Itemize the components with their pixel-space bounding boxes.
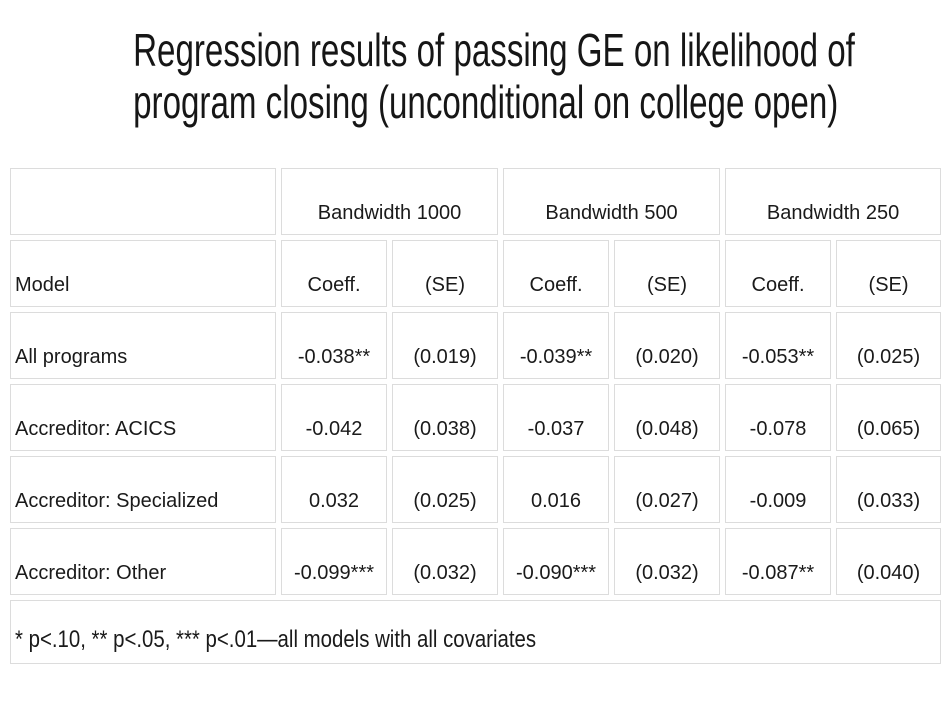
table-row-all-programs: All programs -0.038** (0.019) -0.039** (… [10, 312, 942, 379]
coeff-cell: -0.087** [725, 528, 832, 595]
coeff-cell: -0.078 [725, 384, 832, 451]
table-row-accreditor-other: Accreditor: Other -0.099*** (0.032) -0.0… [10, 528, 942, 595]
coeff-cell: -0.042 [281, 384, 387, 451]
se-cell: (0.032) [614, 528, 721, 595]
footnote-row: * p<.10, ** p<.05, *** p<.01—all models … [10, 600, 942, 664]
column-header-model: Model [10, 240, 276, 307]
row-label: All programs [10, 312, 276, 379]
column-header-coeff: Coeff. [503, 240, 610, 307]
regression-table: Bandwidth 1000 Bandwidth 500 Bandwidth 2… [5, 163, 946, 669]
coeff-cell: -0.099*** [281, 528, 387, 595]
empty-corner-cell [10, 168, 276, 235]
se-cell: (0.019) [392, 312, 499, 379]
column-header-se: (SE) [614, 240, 721, 307]
se-cell: (0.065) [836, 384, 942, 451]
coeff-cell: -0.053** [725, 312, 832, 379]
slide-title-line1: Regression results of passing GE on like… [133, 24, 855, 76]
column-header-row: Model Coeff. (SE) Coeff. (SE) Coeff. (SE… [10, 240, 942, 307]
bandwidth-header-row: Bandwidth 1000 Bandwidth 500 Bandwidth 2… [10, 168, 942, 235]
significance-footnote: * p<.10, ** p<.05, *** p<.01—all models … [15, 626, 537, 653]
se-cell: (0.040) [836, 528, 942, 595]
coeff-cell: -0.009 [725, 456, 832, 523]
row-label: Accreditor: Other [10, 528, 276, 595]
table-row-accreditor-specialized: Accreditor: Specialized 0.032 (0.025) 0.… [10, 456, 942, 523]
se-cell: (0.038) [392, 384, 499, 451]
column-header-se: (SE) [392, 240, 499, 307]
se-cell: (0.025) [836, 312, 942, 379]
se-cell: (0.048) [614, 384, 721, 451]
se-cell: (0.033) [836, 456, 942, 523]
se-cell: (0.025) [392, 456, 499, 523]
table-row-accreditor-acics: Accreditor: ACICS -0.042 (0.038) -0.037 … [10, 384, 942, 451]
slide-title-line2: program closing (unconditional on colleg… [133, 76, 839, 128]
group-header-bandwidth-250: Bandwidth 250 [725, 168, 942, 235]
column-header-coeff: Coeff. [725, 240, 832, 307]
coeff-cell: -0.037 [503, 384, 610, 451]
se-cell: (0.020) [614, 312, 721, 379]
coeff-cell: 0.016 [503, 456, 610, 523]
coeff-cell: -0.090*** [503, 528, 610, 595]
row-label: Accreditor: Specialized [10, 456, 276, 523]
group-header-bandwidth-1000: Bandwidth 1000 [281, 168, 499, 235]
coeff-cell: 0.032 [281, 456, 387, 523]
se-cell: (0.032) [392, 528, 499, 595]
footnote-cell: * p<.10, ** p<.05, *** p<.01—all models … [10, 600, 942, 664]
column-header-se: (SE) [836, 240, 942, 307]
se-cell: (0.027) [614, 456, 721, 523]
coeff-cell: -0.039** [503, 312, 610, 379]
column-header-coeff: Coeff. [281, 240, 387, 307]
row-label: Accreditor: ACICS [10, 384, 276, 451]
coeff-cell: -0.038** [281, 312, 387, 379]
group-header-bandwidth-500: Bandwidth 500 [503, 168, 721, 235]
slide-title: Regression results of passing GE on like… [0, 0, 951, 128]
